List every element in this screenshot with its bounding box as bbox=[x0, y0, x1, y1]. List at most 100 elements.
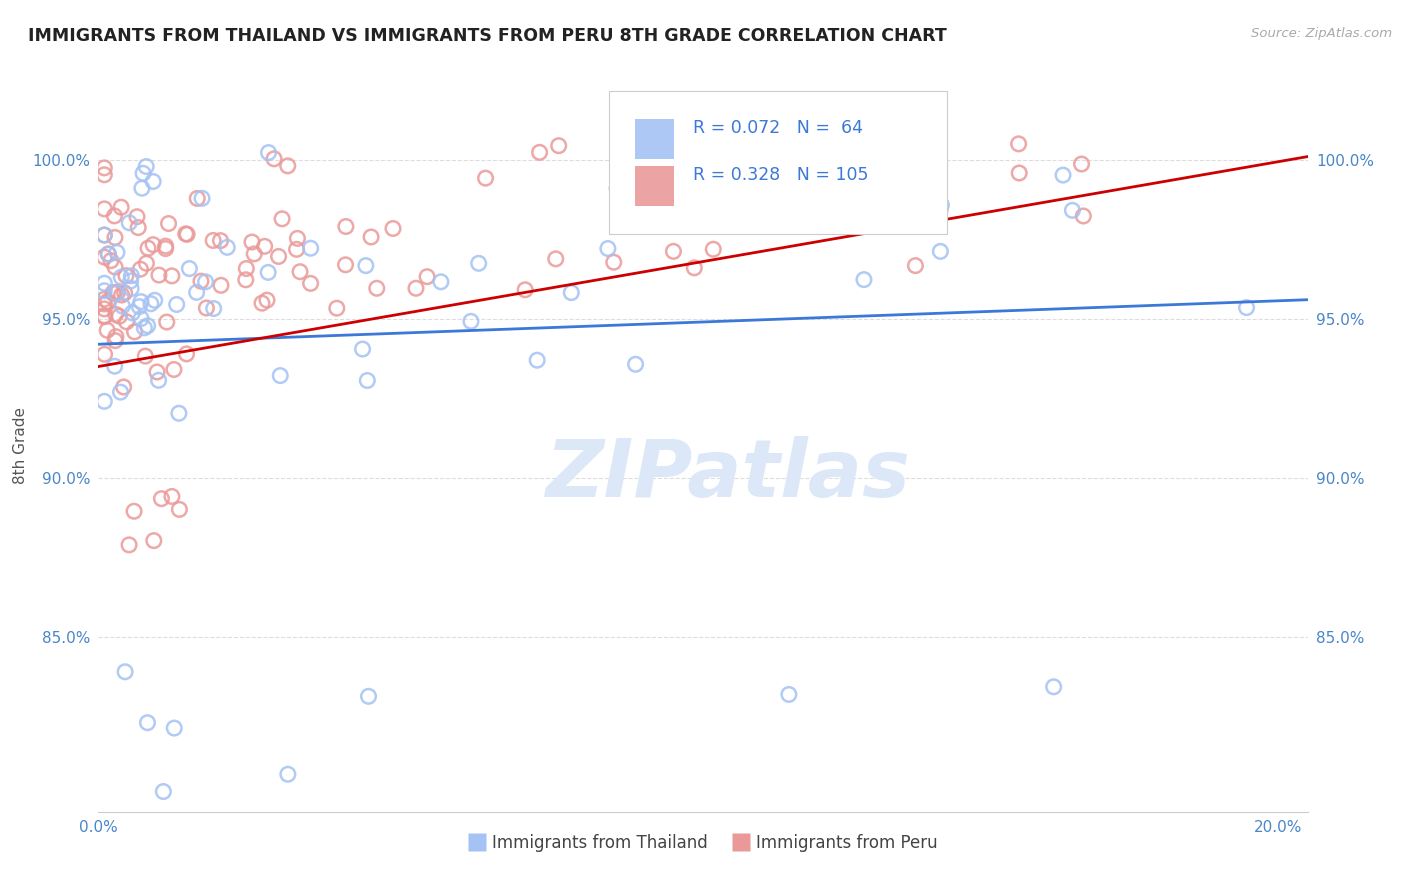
Point bbox=[174, 227, 197, 241]
Point bbox=[152, 784, 174, 798]
Point bbox=[131, 181, 153, 195]
Point bbox=[155, 239, 177, 253]
Point bbox=[194, 275, 217, 289]
Point bbox=[366, 281, 388, 295]
Point bbox=[186, 285, 208, 300]
Point bbox=[115, 268, 138, 283]
Point bbox=[134, 349, 156, 363]
Point bbox=[209, 278, 232, 293]
Point bbox=[474, 171, 496, 186]
Point bbox=[93, 347, 115, 361]
Point bbox=[93, 309, 115, 323]
Point bbox=[529, 145, 551, 160]
Point bbox=[163, 362, 186, 376]
Point bbox=[354, 259, 377, 273]
Point bbox=[125, 210, 148, 224]
Point bbox=[416, 269, 439, 284]
Point bbox=[513, 283, 536, 297]
Point bbox=[235, 261, 257, 276]
Point bbox=[93, 297, 115, 311]
Bar bbox=[636, 119, 673, 159]
Point bbox=[662, 244, 685, 259]
Point bbox=[852, 272, 875, 286]
Point bbox=[148, 268, 170, 282]
Point bbox=[129, 294, 152, 309]
Legend: Immigrants from Thailand, Immigrants from Peru: Immigrants from Thailand, Immigrants fro… bbox=[461, 827, 945, 858]
Point bbox=[335, 219, 357, 234]
Point bbox=[929, 202, 952, 217]
Point bbox=[150, 491, 173, 506]
Point bbox=[326, 301, 349, 316]
Point bbox=[110, 200, 132, 214]
Point bbox=[148, 373, 170, 387]
Point bbox=[914, 164, 936, 178]
Point bbox=[93, 228, 115, 243]
Point bbox=[202, 301, 225, 316]
Point bbox=[335, 258, 357, 272]
Point bbox=[93, 301, 115, 316]
Text: R = 0.328   N = 105: R = 0.328 N = 105 bbox=[693, 167, 869, 185]
Point bbox=[101, 285, 124, 300]
Point bbox=[156, 315, 179, 329]
Point bbox=[596, 242, 619, 256]
Point bbox=[111, 299, 134, 313]
Point bbox=[560, 285, 582, 300]
Point bbox=[93, 284, 115, 298]
Point bbox=[110, 385, 132, 400]
Point bbox=[166, 297, 188, 311]
Point bbox=[256, 293, 278, 307]
Point bbox=[250, 296, 273, 310]
Point bbox=[360, 230, 382, 244]
Point bbox=[104, 260, 127, 274]
Point bbox=[108, 310, 131, 324]
Point bbox=[179, 261, 201, 276]
Point bbox=[186, 191, 208, 205]
Point bbox=[100, 253, 122, 268]
Point bbox=[129, 262, 152, 277]
Point bbox=[135, 160, 157, 174]
Point bbox=[257, 265, 280, 279]
Point bbox=[617, 190, 640, 204]
Point bbox=[253, 239, 276, 253]
Point bbox=[277, 767, 299, 781]
Point bbox=[110, 270, 132, 285]
Point bbox=[603, 255, 626, 269]
Point bbox=[132, 166, 155, 180]
Point bbox=[1073, 209, 1095, 223]
Point bbox=[93, 202, 115, 216]
FancyBboxPatch shape bbox=[609, 91, 948, 234]
Point bbox=[382, 221, 405, 235]
Text: IMMIGRANTS FROM THAILAND VS IMMIGRANTS FROM PERU 8TH GRADE CORRELATION CHART: IMMIGRANTS FROM THAILAND VS IMMIGRANTS F… bbox=[28, 27, 946, 45]
Text: R = 0.072   N =  64: R = 0.072 N = 64 bbox=[693, 119, 863, 137]
Point bbox=[139, 297, 162, 311]
Point bbox=[352, 342, 374, 356]
Point bbox=[93, 310, 115, 324]
Point bbox=[103, 285, 125, 300]
Point bbox=[299, 277, 322, 291]
Point bbox=[104, 329, 127, 343]
Point bbox=[136, 241, 159, 255]
Point bbox=[217, 240, 239, 254]
Point bbox=[107, 285, 129, 300]
Point bbox=[191, 191, 214, 205]
Point bbox=[624, 357, 647, 371]
Point bbox=[93, 394, 115, 409]
Point bbox=[526, 353, 548, 368]
Point bbox=[706, 151, 728, 165]
Point bbox=[160, 268, 183, 283]
Point bbox=[93, 250, 115, 264]
Point bbox=[544, 252, 567, 266]
Point bbox=[93, 161, 115, 175]
Point bbox=[356, 374, 378, 388]
Point bbox=[110, 288, 132, 302]
Point bbox=[104, 285, 127, 300]
Point bbox=[778, 688, 800, 702]
Point bbox=[142, 237, 165, 252]
Point bbox=[118, 538, 141, 552]
Point bbox=[606, 181, 628, 195]
Point bbox=[299, 241, 322, 255]
Point bbox=[430, 275, 453, 289]
Point bbox=[1008, 166, 1031, 180]
Point bbox=[460, 314, 482, 328]
Bar bbox=[636, 166, 673, 206]
